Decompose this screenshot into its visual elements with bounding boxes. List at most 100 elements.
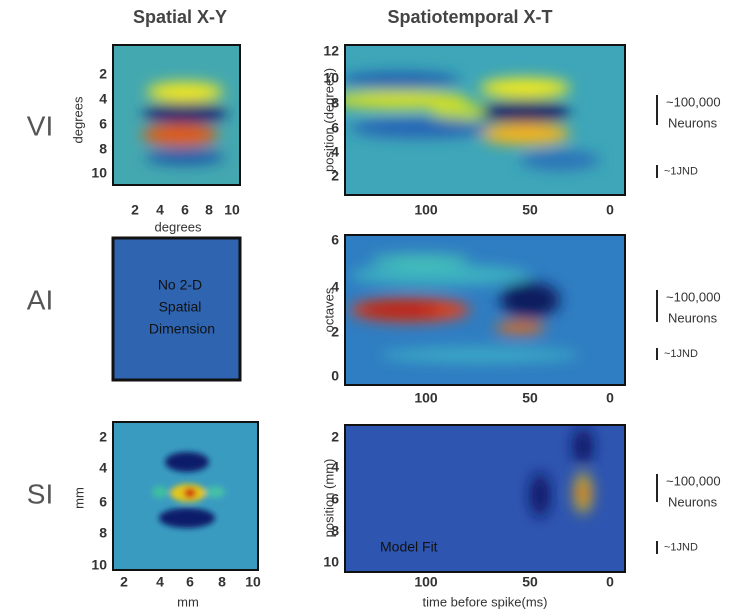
panel-text: Dimension xyxy=(149,321,215,337)
heatmap-blobs xyxy=(530,428,593,517)
heatmap xyxy=(345,235,625,385)
panel-frame xyxy=(112,421,259,571)
x-tick-label: 6 xyxy=(186,574,194,590)
x-tick-label: 6 xyxy=(181,202,189,218)
panel-text: Spatial xyxy=(159,299,202,315)
blob xyxy=(370,254,470,266)
scale-label: ~100,000 xyxy=(666,473,721,488)
x-tick-label: 4 xyxy=(156,202,164,218)
column-title: Spatiotemporal X-T xyxy=(387,7,552,27)
x-tick-label: 4 xyxy=(156,574,164,590)
y-tick-label: 10 xyxy=(91,165,107,181)
heatmap-blobs xyxy=(350,254,580,363)
x-tick-label: 100 xyxy=(414,574,438,590)
row-label: VI xyxy=(27,110,53,141)
panel-note: Model Fit xyxy=(380,539,438,555)
blob xyxy=(159,508,215,528)
x-axis-label: time before spike(ms) xyxy=(423,594,548,609)
x-tick-label: 10 xyxy=(224,202,240,218)
y-tick-label: 4 xyxy=(99,460,107,476)
blob xyxy=(165,452,209,472)
heatmap xyxy=(345,425,625,572)
x-tick-label: 50 xyxy=(522,202,538,218)
row-label: AI xyxy=(27,284,53,315)
heatmap-blobs xyxy=(142,82,227,165)
blob xyxy=(350,118,490,138)
heatmap-blobs xyxy=(152,452,225,528)
blob xyxy=(205,486,225,498)
y-tick-label: 10 xyxy=(323,554,339,570)
scale-label: ~1JND xyxy=(664,348,698,360)
y-tick-label: 8 xyxy=(331,523,339,539)
scale-label: Neurons xyxy=(668,115,718,130)
blob xyxy=(500,282,560,318)
blob xyxy=(360,304,440,316)
blob xyxy=(147,82,223,102)
heatmap xyxy=(113,422,258,570)
x-tick-label: 0 xyxy=(606,202,614,218)
x-tick-label: 8 xyxy=(218,574,226,590)
y-axis-label: degrees xyxy=(70,96,85,143)
y-tick-label: 4 xyxy=(331,459,339,475)
blob xyxy=(530,473,550,517)
x-tick-label: 50 xyxy=(522,574,538,590)
y-tick-label: 12 xyxy=(323,43,339,59)
row-label: SI xyxy=(27,478,53,509)
panel-frame xyxy=(344,234,626,386)
y-tick-label: 10 xyxy=(91,557,107,573)
y-tick-label: 2 xyxy=(331,324,339,340)
y-tick-label: 6 xyxy=(331,120,339,136)
y-tick-label: 6 xyxy=(99,116,107,132)
y-tick-label: 8 xyxy=(99,525,107,541)
column-title: Spatial X-Y xyxy=(133,7,227,27)
y-tick-label: 6 xyxy=(99,494,107,510)
y-tick-label: 6 xyxy=(331,491,339,507)
blob xyxy=(573,428,593,464)
x-axis-label: degrees xyxy=(155,219,202,234)
y-tick-label: 2 xyxy=(331,168,339,184)
scale-label: ~100,000 xyxy=(666,94,721,109)
blob xyxy=(350,265,530,285)
blob xyxy=(480,123,570,145)
blob xyxy=(345,72,460,88)
y-tick-label: 4 xyxy=(331,144,339,160)
x-tick-label: 0 xyxy=(606,574,614,590)
blob xyxy=(145,149,225,165)
panel-text: No 2-D xyxy=(158,277,202,293)
blob xyxy=(578,481,588,505)
blob xyxy=(380,347,580,363)
x-tick-label: 10 xyxy=(245,574,261,590)
y-tick-label: 4 xyxy=(331,279,339,295)
y-tick-label: 4 xyxy=(99,91,107,107)
x-axis-label: mm xyxy=(177,594,199,609)
heatmap xyxy=(113,45,240,185)
x-tick-label: 8 xyxy=(205,202,213,218)
y-tick-label: 8 xyxy=(331,95,339,111)
blob xyxy=(480,101,570,123)
x-tick-label: 100 xyxy=(414,202,438,218)
x-tick-label: 100 xyxy=(414,390,438,406)
scale-label: ~1JND xyxy=(664,541,698,553)
blob xyxy=(152,486,168,498)
blob xyxy=(184,488,196,498)
y-tick-label: 10 xyxy=(323,70,339,86)
blob xyxy=(143,103,227,123)
y-axis-label: mm xyxy=(71,487,86,509)
scale-label: ~100,000 xyxy=(666,289,721,304)
panel-frame xyxy=(344,424,626,573)
blob xyxy=(495,322,545,334)
y-axis-label: position (mm) xyxy=(321,459,336,538)
y-tick-label: 2 xyxy=(99,66,107,82)
heatmap xyxy=(345,45,625,195)
y-axis-label: octaves xyxy=(321,287,336,332)
y-tick-label: 2 xyxy=(331,429,339,445)
scale-label: ~1JND xyxy=(664,165,698,177)
x-tick-label: 50 xyxy=(522,390,538,406)
heatmap-blobs xyxy=(345,72,600,170)
panel-frame xyxy=(344,44,626,196)
blob xyxy=(345,91,470,109)
y-tick-label: 0 xyxy=(331,368,339,384)
y-tick-label: 8 xyxy=(99,141,107,157)
x-tick-label: 0 xyxy=(606,390,614,406)
blank-panel xyxy=(111,236,242,382)
